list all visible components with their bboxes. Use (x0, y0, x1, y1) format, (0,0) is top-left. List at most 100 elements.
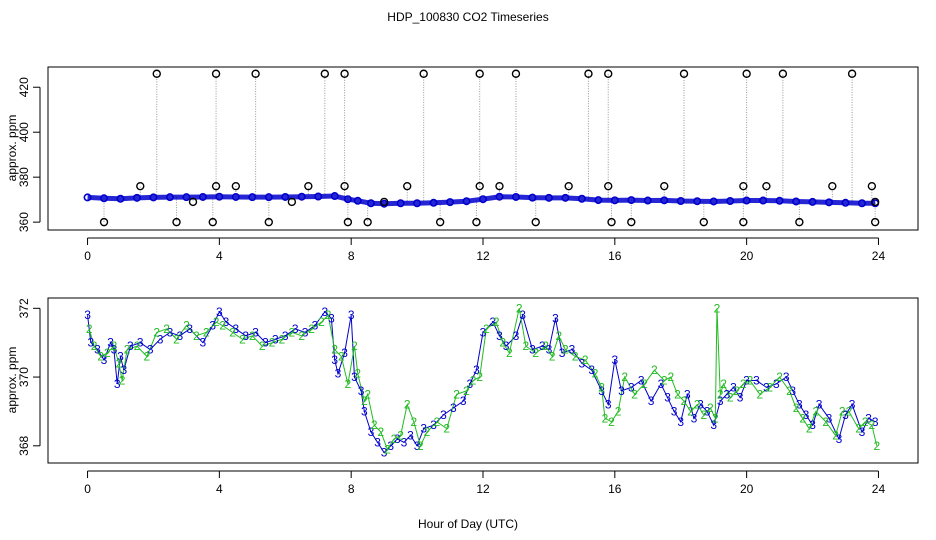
series-point-label-2: 2 (532, 346, 539, 360)
series-point-label-2: 2 (434, 415, 441, 429)
flagged-point (699, 217, 708, 227)
series-point-label-3: 3 (691, 411, 698, 425)
series-point-label-2: 2 (839, 404, 846, 418)
series-point-label-2: 2 (506, 346, 513, 360)
flagged-point (304, 181, 313, 191)
series-point-label-2: 2 (681, 394, 688, 408)
series-point-label-2: 2 (279, 332, 286, 346)
series-point-label-3: 3 (677, 415, 684, 429)
series-point-label-3: 3 (420, 422, 427, 436)
co2-series-points (83, 192, 880, 208)
series-point-label-3: 3 (529, 343, 536, 357)
flagged-point (211, 69, 221, 78)
flagged-point (379, 197, 389, 207)
series-point-label-2: 2 (476, 370, 483, 384)
series-point-label-3: 3 (559, 346, 566, 360)
series-point-label-2: 2 (345, 377, 352, 391)
flagged-point (340, 181, 349, 191)
flagged-point (870, 217, 880, 227)
series-point-label-2: 2 (470, 374, 477, 388)
flagged-point (870, 197, 880, 207)
series-point-label-2: 2 (592, 367, 599, 381)
series-point-label-2: 2 (832, 429, 839, 443)
flagged-point (511, 69, 521, 78)
bottom-x-tick-label: 12 (476, 482, 490, 496)
series-point-label-2: 2 (845, 404, 852, 418)
bottom-x-tick-label: 24 (872, 482, 886, 496)
series-point-label-3: 3 (605, 398, 612, 412)
series-point-label-3: 3 (107, 336, 114, 350)
series-point-label-3: 3 (460, 394, 467, 408)
series-point-label-3: 3 (796, 398, 803, 412)
series-point-label-3: 3 (223, 315, 230, 329)
series-point-label-2: 2 (812, 404, 819, 418)
flagged-point (172, 217, 181, 227)
series-point-label-3: 3 (328, 312, 335, 326)
y-axis-bottom: 368 370 372 (17, 298, 41, 456)
series-point-label-2: 2 (855, 422, 862, 436)
series-point-label-2: 2 (318, 315, 325, 329)
series-point-label-3: 3 (176, 329, 183, 343)
flagged-point (795, 217, 804, 227)
flagged-point (136, 181, 145, 191)
series-point-label-3: 3 (803, 408, 810, 422)
series-point-label-3: 3 (753, 374, 760, 388)
series-point-label-3: 3 (849, 398, 856, 412)
series-point-label-3: 3 (503, 339, 510, 353)
flagged-point (211, 181, 221, 191)
series-point-label-3: 3 (209, 319, 216, 333)
series-point-label-2: 2 (667, 370, 674, 384)
flagged-point (363, 217, 372, 227)
series-point-label-3: 3 (539, 339, 546, 353)
series-point-label-2: 2 (651, 363, 658, 377)
flagged-point (867, 181, 877, 191)
top-x-tick-label: 16 (608, 249, 622, 263)
series-point-label-2: 2 (522, 339, 529, 353)
series-point-label-2: 2 (756, 387, 763, 401)
series-point-label-2: 2 (873, 439, 880, 453)
series-point-label-3: 3 (374, 435, 381, 449)
series-point-label-3: 3 (361, 404, 368, 418)
series-point-label-2: 2 (747, 374, 754, 388)
series-point-label-3: 3 (137, 336, 144, 350)
series-point-label-3: 3 (114, 377, 121, 391)
flagged-point (340, 69, 349, 78)
series-point-label-2: 2 (417, 439, 424, 453)
series-point-label-2: 2 (331, 343, 338, 357)
flagged-point (343, 217, 353, 227)
series-point-label-3: 3 (94, 343, 101, 357)
series-point-label-3: 3 (480, 325, 487, 339)
series-point-label-3: 3 (588, 363, 595, 377)
series-point-label-3: 3 (200, 336, 207, 350)
series-point-label-3: 3 (724, 387, 731, 401)
flagged-point (584, 69, 593, 78)
flagged-point (742, 69, 751, 78)
flagged-point (564, 181, 573, 191)
top-x-tick-label: 8 (348, 249, 355, 263)
series-point-label-2: 2 (153, 325, 160, 339)
series-point-label-2: 2 (377, 425, 384, 439)
series-point-label-3: 3 (809, 418, 816, 432)
series-point-label-3: 3 (117, 349, 124, 363)
series-point-label-2: 2 (714, 301, 721, 315)
flagged-point (475, 69, 484, 78)
series-point-label-2: 2 (404, 398, 411, 412)
flagged-point (604, 69, 613, 78)
top-x-tick-label: 4 (216, 249, 223, 263)
flagged-point (847, 69, 857, 78)
series-point-label-2: 2 (717, 387, 724, 401)
series-point-label-2: 2 (249, 329, 256, 343)
series-point-label-2: 2 (799, 411, 806, 425)
series-point-label-3: 3 (737, 391, 744, 405)
flagged-points (99, 69, 880, 227)
bottom-y-tick-label: 368 (17, 435, 31, 455)
top-y-tick-label: 400 (17, 122, 31, 142)
series-point-label-2: 2 (687, 404, 694, 418)
plot-box-bottom (47, 297, 919, 464)
series-point-label-2: 2 (371, 418, 378, 432)
series-point-label-2: 2 (354, 367, 361, 381)
series-point-label-3: 3 (401, 435, 408, 449)
series-point-label-3: 3 (671, 404, 678, 418)
series-point-label-2: 2 (740, 377, 747, 391)
series-point-label-3: 3 (351, 370, 358, 384)
